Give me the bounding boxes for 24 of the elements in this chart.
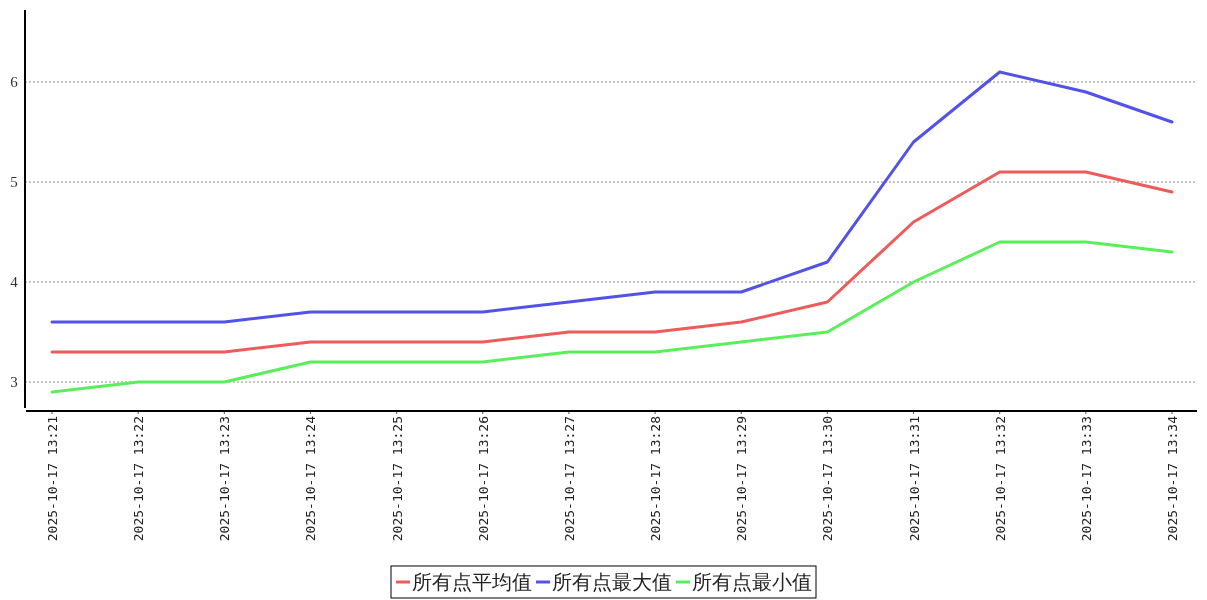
x-tick-label: 2025-10-17 13:30: [820, 416, 836, 542]
x-tick-label: 2025-10-17 13:25: [389, 416, 405, 542]
line-series: [50, 240, 1174, 394]
y-tick-label: 6: [10, 74, 19, 90]
x-tick-label: 2025-10-17 13:26: [475, 416, 491, 542]
x-tick-label: 2025-10-17 13:33: [1078, 416, 1094, 542]
x-tick-label: 2025-10-17 13:29: [734, 416, 750, 542]
x-tick-label: 2025-10-17 13:32: [992, 416, 1008, 542]
y-tick-label: 3: [10, 374, 18, 390]
legend-label: 所有点最小值: [692, 570, 812, 594]
x-tick-label: 2025-10-17 13:27: [561, 416, 577, 542]
x-tick-label: 2025-10-17 13:31: [906, 416, 922, 542]
x-tick-label: 2025-10-17 13:22: [131, 416, 147, 542]
x-tick-label: 2025-10-17 13:28: [648, 416, 664, 542]
y-tick-label: 4: [10, 274, 19, 290]
x-tick-label: 2025-10-17 13:24: [303, 415, 319, 542]
line-series: [50, 170, 1174, 354]
legend-label: 所有点最大值: [552, 570, 672, 594]
legend-label: 所有点平均值: [412, 570, 532, 594]
line-series: [50, 70, 1174, 324]
x-tick-label: 2025-10-17 13:23: [217, 416, 233, 542]
y-tick-label: 5: [10, 174, 18, 190]
x-tick-label: 2025-10-17 13:21: [45, 416, 60, 542]
x-tick-label: 2025-10-17 13:34: [1165, 415, 1180, 542]
